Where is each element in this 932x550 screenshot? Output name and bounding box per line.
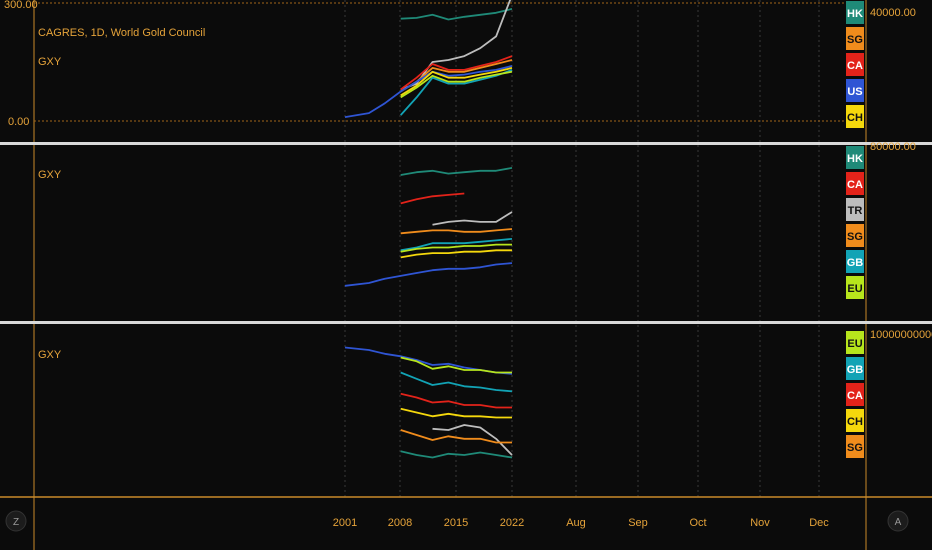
pane3-series-eu [400,356,512,374]
pane1-legend-badge-label: CH [847,112,863,124]
pane2-indicator-label: GXY [38,169,62,181]
pane3-series-ca [400,392,512,409]
pane3-legend-badge-label: CH [847,416,863,428]
pane2-legend-badge-gb[interactable]: GB [846,250,864,273]
pane2-legend-badge-hk[interactable]: HK [846,146,864,169]
pane2-legend-badge-label: HK [847,153,863,165]
pane1-legend-badge-sg[interactable]: SG [846,27,864,50]
pane3-indicator-label: GXY [38,349,62,361]
pane2-legend-badge-eu[interactable]: EU [846,276,864,299]
pane1-legend-badge-hk[interactable]: HK [846,1,864,24]
pane3-right-axis-label: 100000000000.00 [870,329,932,341]
pane2-legend-badge-sg[interactable]: SG [846,224,864,247]
pane2-right-axis-label: 80000.00 [870,141,916,153]
pane1-legend-badge-us[interactable]: US [846,79,864,102]
pane2-legend-badge-label: SG [847,231,863,243]
pane2-series-tr [432,211,513,226]
pane1-legend-badge-label: CA [847,60,863,72]
pane2-series-eu [400,243,512,253]
auto-scale-button[interactable]: A [887,510,909,532]
pane3-legend-badge-label: GB [847,364,864,376]
pane3-series-ch [400,407,512,419]
pane3-legend-badge-sg[interactable]: SG [846,435,864,458]
pane1-axis-zero-label: 0.00 [8,116,29,128]
pane3-legend-badge-ch[interactable]: CH [846,409,864,432]
chart-title: CAGRES, 1D, World Gold Council [38,27,205,39]
pane1-legend-badge-ch[interactable]: CH [846,105,864,128]
pane1-series-hk [400,8,513,21]
pane1-series-ca [400,55,513,91]
pane3-series-hk [400,450,513,459]
pane2-legend-badge-label: TR [848,205,863,217]
x-axis-ticks: 2001 2008 2015 2022 Aug Sep Oct Nov Dec [333,517,830,529]
pane2-series-ch [400,249,512,259]
pane2-series-us [344,262,513,287]
pane1-indicator-label: GXY [38,56,62,68]
pane3-series-gb [400,371,513,393]
legend-badges: HK SG CA US CH HK CA TR SG GB EU EU GB CA CH SG [846,1,864,458]
x-tick-nov: Nov [750,517,770,529]
scale-z-button[interactable]: Z [5,510,27,532]
pane2-legend-badge-tr[interactable]: TR [846,198,864,221]
pane3-legend-badge-label: EU [847,338,862,350]
x-tick-dec: Dec [809,517,829,529]
x-tick-sep: Sep [628,517,648,529]
pane3-legend-badge-gb[interactable]: GB [846,357,864,380]
pane2-legend-badge-label: EU [847,283,862,295]
pane1-series-eu [400,70,513,99]
x-tick-aug: Aug [566,517,586,529]
pane3-series-sg [400,429,512,444]
series-lines [344,0,513,459]
pane2-legend-badge-ca[interactable]: CA [846,172,864,195]
pane3-legend-badge-eu[interactable]: EU [846,331,864,354]
x-tick-2022: 2022 [500,517,524,529]
pane2-series-hk [400,167,513,176]
pane1-legend-badge-label: US [847,86,862,98]
pane1-legend-badge-label: HK [847,8,863,20]
x-tick-2008: 2008 [388,517,412,529]
pane2-legend-badge-label: CA [847,179,863,191]
pane1-series-gb [400,69,513,116]
pane1-right-axis-label: 40000.00 [870,7,916,19]
pane2-series-gb [400,238,513,252]
auto-scale-button-label: A [895,517,902,528]
pane3-legend-badge-label: SG [847,442,863,454]
pane2-series-ca [400,192,465,205]
x-tick-2001: 2001 [333,517,357,529]
pane2-series-sg [400,228,513,235]
pane1-legend-badge-label: SG [847,34,863,46]
pane1-series-ch [400,67,513,97]
x-tick-oct: Oct [689,517,706,529]
pane-separator-1[interactable] [0,142,932,145]
pane-separator-2[interactable] [0,321,932,324]
pane3-series-tr [432,424,513,456]
pane3-legend-badge-ca[interactable]: CA [846,383,864,406]
x-tick-2015: 2015 [444,517,468,529]
pane1-legend-badge-ca[interactable]: CA [846,53,864,76]
pane2-legend-badge-label: GB [847,257,864,269]
pane3-legend-badge-label: CA [847,390,863,402]
scale-z-button-label: Z [13,517,19,528]
pane1-axis-top-label: 300.00 [4,0,38,11]
